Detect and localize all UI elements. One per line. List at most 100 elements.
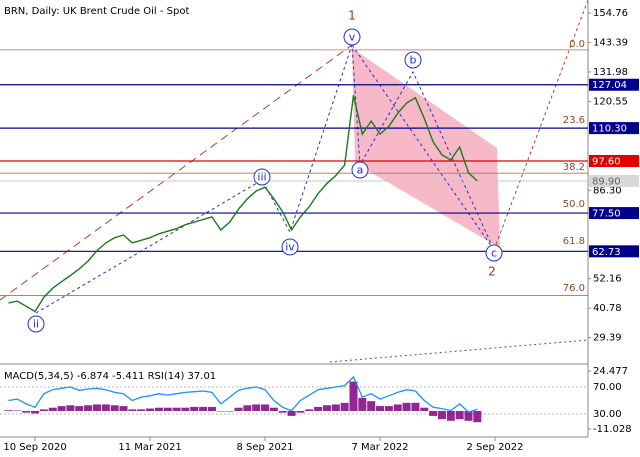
- wave-label: ii: [33, 318, 39, 331]
- macd-bar: [92, 404, 101, 411]
- macd-bar: [411, 402, 420, 411]
- macd-bar: [331, 404, 340, 411]
- rsi-line: [8, 375, 478, 413]
- fib-label: 50.0: [563, 199, 585, 210]
- macd-bar: [261, 404, 270, 411]
- level-label: 97.60: [592, 157, 621, 168]
- projection-line: [493, 0, 589, 251]
- macd-bar: [464, 410, 473, 421]
- macd-bar: [437, 410, 446, 420]
- macd-bar: [446, 410, 455, 421]
- wave-label: a: [357, 164, 364, 177]
- y2-tick-label: 30.00: [593, 409, 622, 420]
- macd-bar: [278, 410, 287, 413]
- y-tick-label: 86.30: [593, 185, 622, 196]
- level-label: 110.30: [592, 124, 627, 135]
- macd-bar: [66, 405, 75, 411]
- macd-bar: [22, 410, 31, 413]
- fib-label: 61.8: [563, 236, 585, 247]
- level-label-box: [589, 122, 639, 135]
- last-price-box: [589, 174, 639, 187]
- macd-bar: [269, 407, 278, 411]
- macd-bar: [181, 407, 190, 411]
- wave-marker: [485, 244, 503, 262]
- wave-marker: [253, 168, 271, 186]
- macd-bar: [287, 410, 296, 416]
- macd-bar: [340, 402, 349, 411]
- level-label: 62.73: [592, 247, 621, 258]
- macd-bar: [349, 381, 358, 411]
- x-tick-label: 7 Mar 2022: [352, 442, 409, 453]
- y2-tick-label: 70.00: [593, 382, 622, 393]
- price-line: [8, 95, 478, 313]
- chart-title: BRN, Daily: UK Brent Crude Oil - Spot: [4, 6, 189, 17]
- level-label-box: [589, 245, 639, 258]
- x-tick-label: 10 Sep 2020: [3, 442, 66, 453]
- macd-bar: [39, 409, 48, 411]
- y-tick-label: 24.477: [593, 366, 628, 377]
- macd-bar: [225, 410, 234, 412]
- macd-bar: [75, 406, 84, 411]
- wave-marker: [281, 238, 299, 256]
- macd-bar: [402, 402, 411, 411]
- wave-marker: [343, 28, 361, 46]
- macd-bar: [243, 405, 252, 411]
- fib-label: 76.0: [563, 283, 585, 294]
- fib-label: 23.6: [563, 115, 585, 126]
- macd-bar: [199, 406, 208, 411]
- y-tick-label: 29.39: [593, 333, 622, 344]
- correction-channel: [352, 48, 500, 248]
- macd-bar: [234, 407, 243, 411]
- level-label-box: [589, 155, 639, 168]
- y-tick-label: 120.55: [593, 97, 628, 108]
- macd-bar: [172, 407, 181, 411]
- fib-label: 0.0: [569, 39, 585, 50]
- macd-bar: [420, 407, 429, 411]
- last-price-label: 89.90: [592, 176, 621, 187]
- macd-bar: [84, 405, 93, 411]
- wave-label: v: [349, 31, 356, 44]
- fib-label: 38.2: [563, 162, 585, 173]
- wave-label: iv: [285, 241, 295, 254]
- macd-bar: [163, 407, 172, 411]
- level-label-box: [589, 78, 639, 91]
- macd-bar: [4, 410, 13, 411]
- level-label: 127.04: [592, 80, 627, 91]
- trend-line: [0, 44, 353, 301]
- macd-bar: [190, 406, 199, 411]
- macd-bar: [110, 405, 119, 411]
- y-tick-label: 131.98: [593, 67, 628, 78]
- macd-bar: [393, 404, 402, 411]
- macd-bar: [128, 409, 137, 411]
- macd-bar: [48, 407, 57, 411]
- y-tick-label: -11.028: [593, 424, 632, 435]
- wave-label: b: [410, 54, 417, 67]
- macd-bar: [296, 410, 305, 413]
- macd-bar: [57, 406, 66, 411]
- macd-bar: [322, 405, 331, 411]
- macd-bar: [119, 406, 128, 411]
- macd-bar: [154, 407, 163, 411]
- y-tick-label: 154.76: [593, 8, 628, 19]
- indicator-title: MACD(5,34,5) -6.874 -5.411 RSI(14) 37.01: [4, 371, 216, 382]
- x-tick-label: 8 Sep 2021: [237, 442, 294, 453]
- wave-marker: [27, 315, 45, 333]
- macd-bar: [314, 406, 323, 411]
- x-tick-label: 2 Sep 2022: [467, 442, 524, 453]
- macd-bar: [455, 410, 464, 420]
- level-label-box: [589, 207, 639, 220]
- macd-bar: [31, 410, 40, 414]
- macd-bar: [305, 409, 314, 411]
- wave-marker: [404, 51, 422, 69]
- macd-bar: [101, 404, 110, 411]
- wave-label: iii: [257, 171, 266, 184]
- macd-bar: [146, 408, 155, 411]
- macd-bar: [429, 410, 438, 416]
- macd-bar: [252, 404, 261, 411]
- macd-bar: [384, 406, 393, 411]
- macd-bar: [137, 409, 146, 411]
- macd-bar: [216, 410, 225, 412]
- macd-bar: [358, 397, 367, 411]
